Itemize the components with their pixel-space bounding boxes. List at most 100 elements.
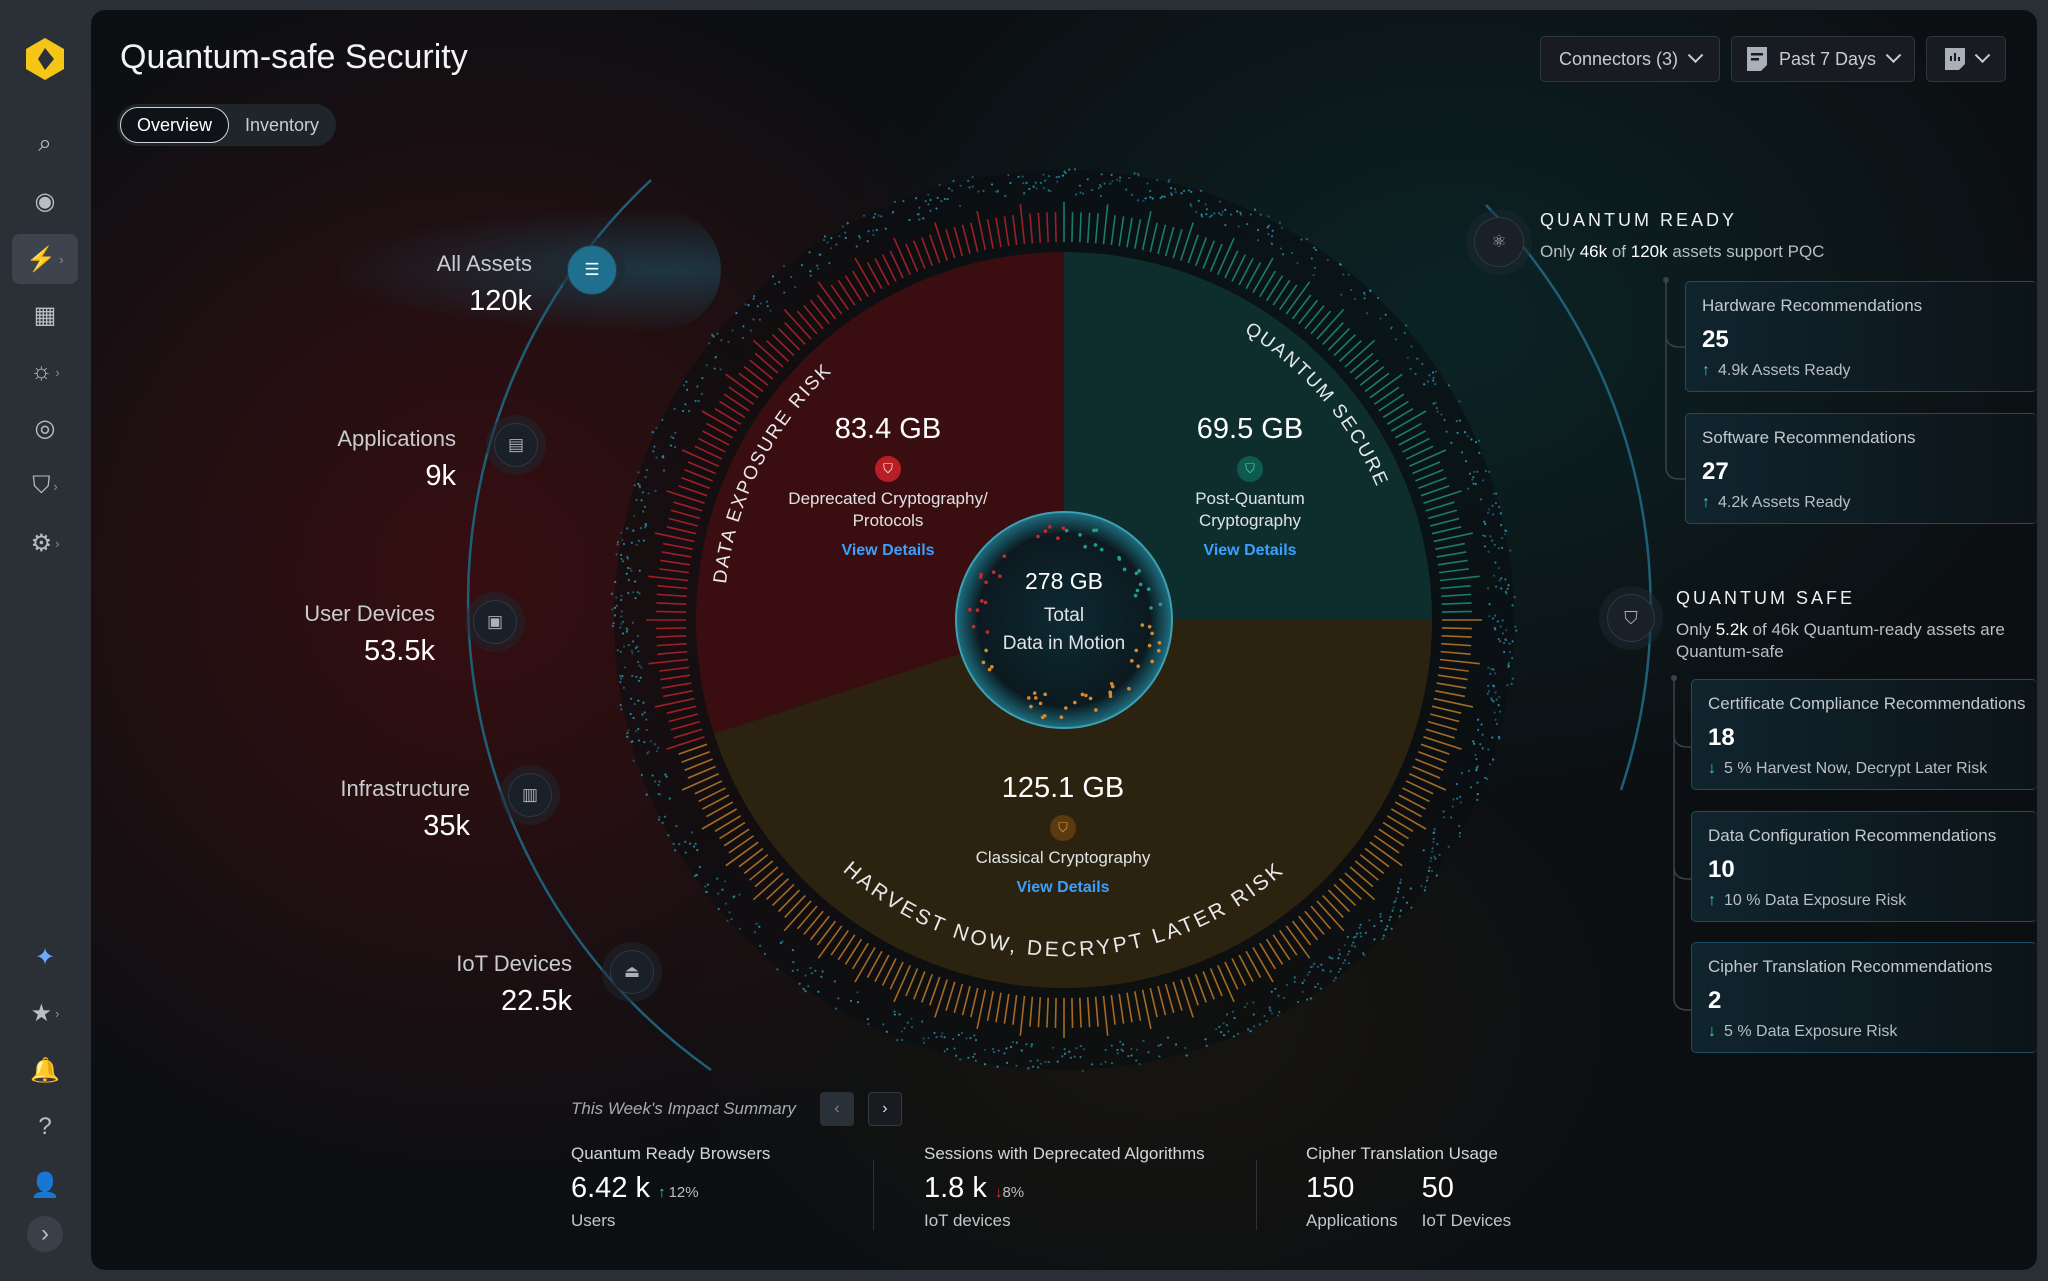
particle xyxy=(1489,535,1492,538)
sidebar-item-analytics[interactable]: ⚡ › xyxy=(12,234,78,284)
particle xyxy=(633,702,636,706)
recommendation-card[interactable]: Software Recommendations 27 ↑ 4.2k Assets R… xyxy=(1685,413,2037,524)
particle xyxy=(1147,1051,1150,1054)
particle xyxy=(965,1037,968,1040)
tick-pqc xyxy=(1435,542,1465,550)
particle xyxy=(620,615,623,618)
sidebar-item-report[interactable]: ▦ xyxy=(12,290,78,340)
deprecated-view-details-link[interactable]: View Details xyxy=(841,542,935,559)
sidebar-item-user[interactable]: 👤 xyxy=(12,1160,78,1210)
connectors-dropdown[interactable]: Connectors (3) xyxy=(1540,36,1720,82)
center-particle xyxy=(1109,682,1114,686)
tick-deprecated xyxy=(1003,216,1010,247)
tick-deprecated xyxy=(754,352,779,374)
particle xyxy=(1467,769,1471,773)
logo[interactable] xyxy=(24,36,66,82)
particle xyxy=(921,1020,924,1023)
asset-node-devices-icon[interactable]: ▣ xyxy=(473,600,517,644)
pie-slice-classical[interactable] xyxy=(714,620,1432,988)
sidebar-item-star[interactable]: ★ › xyxy=(12,988,78,1038)
sidebar-item-search[interactable]: ⌕ xyxy=(12,119,78,169)
particle xyxy=(1311,965,1314,968)
asset-user-devices[interactable]: User Devices 53.5k xyxy=(135,601,435,668)
asset-node-router-icon[interactable]: ⏏ xyxy=(610,950,654,994)
particle xyxy=(1144,197,1147,200)
card-count: 10 xyxy=(1708,856,1735,883)
time-range-dropdown[interactable]: Past 7 Days xyxy=(1731,36,1915,82)
asset-infrastructure[interactable]: Infrastructure 35k xyxy=(170,776,470,843)
pqc-view-details-link[interactable]: View Details xyxy=(1203,542,1297,559)
particle xyxy=(875,228,878,232)
particle xyxy=(620,598,623,602)
asset-all-assets[interactable]: All Assets 120k xyxy=(232,251,532,318)
particle xyxy=(632,591,635,594)
tick-classical xyxy=(1322,895,1344,918)
report-icon: ▦ xyxy=(33,301,57,329)
sidebar-item-gear[interactable]: ⚙ › xyxy=(12,518,78,568)
particle xyxy=(695,874,698,877)
center-particle xyxy=(1156,648,1161,653)
particle xyxy=(627,578,630,582)
tick-deprecated xyxy=(881,254,897,282)
particle xyxy=(620,557,623,561)
tick-pqc xyxy=(1217,237,1235,276)
particle xyxy=(1504,578,1507,581)
recommendation-card[interactable]: Cipher Translation Recommendations 2 ↓ 5 % … xyxy=(1691,942,2037,1053)
recommendation-card[interactable]: Certificate Compliance Recommendations 18… xyxy=(1691,679,2037,790)
particle xyxy=(1259,213,1262,216)
particle xyxy=(1005,1047,1008,1050)
tick-deprecated xyxy=(714,407,742,425)
sidebar-item-expand[interactable]: › xyxy=(27,1216,63,1252)
particle xyxy=(1138,1063,1141,1066)
particle xyxy=(1116,1052,1119,1055)
particle xyxy=(1270,990,1273,993)
particle xyxy=(1135,1048,1139,1051)
tick-classical xyxy=(1436,682,1467,689)
particle xyxy=(1314,248,1318,252)
tick-classical xyxy=(913,971,926,1000)
view-dropdown[interactable] xyxy=(1926,36,2006,82)
tick-deprecated xyxy=(986,219,994,249)
tab-inventory[interactable]: Inventory xyxy=(245,114,320,135)
tick-classical xyxy=(1209,968,1223,997)
recommendation-card[interactable]: Data Configuration Recommendations 10 ↑ 10 … xyxy=(1691,811,2037,922)
particle xyxy=(1430,856,1433,860)
tick-deprecated xyxy=(698,437,726,453)
sidebar-item-bell[interactable]: 🔔 xyxy=(12,1045,78,1095)
sidebar-item-binoculars[interactable]: ◎ xyxy=(12,403,78,453)
pie-slice-pqc[interactable] xyxy=(1064,252,1432,620)
sidebar-item-help[interactable]: ? xyxy=(12,1102,78,1152)
particle xyxy=(1475,757,1478,761)
classical-view-details-link[interactable]: View Details xyxy=(1016,879,1110,896)
segment-deprecated: 83.4 GB ⛉ Deprecated Cryptography/ Proto… xyxy=(758,413,1018,560)
tick-pqc xyxy=(1285,281,1311,315)
asset-node-building-icon[interactable]: ▥ xyxy=(508,773,552,817)
asset-node-app-window-icon[interactable]: ▤ xyxy=(494,423,538,467)
particle xyxy=(657,783,660,787)
segment-pqc: 69.5 GB ⛉ Post-Quantum Cryptography View… xyxy=(1120,413,1380,560)
asset-node-server-icon[interactable]: ☰ xyxy=(567,245,617,295)
particle xyxy=(1293,976,1296,979)
particle xyxy=(1390,326,1393,329)
asset-iot-devices[interactable]: IoT Devices 22.5k xyxy=(272,951,572,1018)
particle xyxy=(1498,579,1501,582)
particle xyxy=(1267,233,1270,236)
particle xyxy=(1472,740,1475,743)
previous-button[interactable]: ‹ xyxy=(819,1092,854,1126)
sidebar-item-alert[interactable]: ☼ › xyxy=(12,347,78,397)
asset-applications[interactable]: Applications 9k xyxy=(156,426,456,493)
particle xyxy=(1354,935,1357,938)
particle xyxy=(1359,932,1362,935)
next-button[interactable]: › xyxy=(867,1092,902,1126)
particle xyxy=(668,797,671,800)
particle xyxy=(1365,312,1368,315)
sidebar-item-shield-search[interactable]: ⛉ › xyxy=(12,461,78,511)
particle xyxy=(1409,367,1412,371)
tick-classical xyxy=(866,950,883,978)
recommendation-card[interactable]: Hardware Recommendations 25 ↑ 4.9k Assets R… xyxy=(1685,281,2037,392)
tick-deprecated xyxy=(648,575,689,582)
sidebar-item-target[interactable]: ◉ xyxy=(12,176,78,226)
sidebar-item-sparkle[interactable]: ✦ xyxy=(12,932,78,982)
tab-overview[interactable]: Overview xyxy=(120,107,230,143)
tick-pqc xyxy=(1310,310,1332,335)
